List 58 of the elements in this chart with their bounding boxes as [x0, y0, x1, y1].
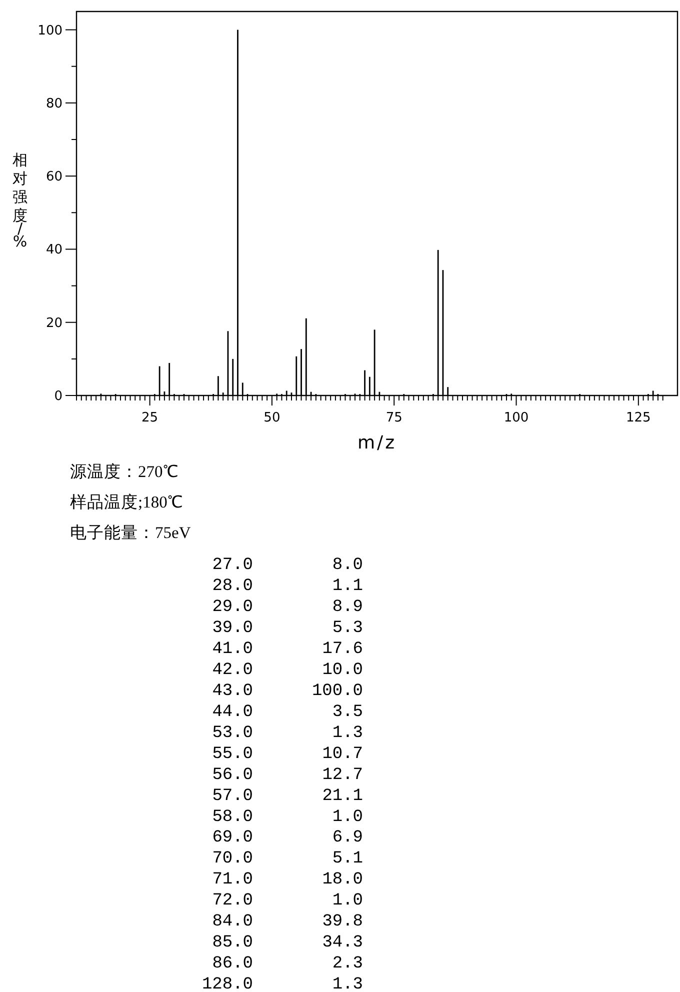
category-label: 128.0 — [202, 976, 253, 992]
y-tick-label: 100 — [38, 23, 62, 38]
x-axis-title: m/z — [357, 432, 397, 454]
category-label: 41.0 — [212, 640, 253, 659]
category-label: 55.0 — [212, 744, 253, 764]
text: 8.0 — [332, 556, 363, 575]
text: 5.1 — [332, 850, 363, 869]
category-label: 27.0 — [212, 556, 253, 575]
text: 电子能量：75eV — [70, 523, 191, 542]
text: 6.9 — [332, 828, 363, 848]
category-label: 72.0 — [212, 892, 253, 911]
x-tick-label: 25 — [142, 410, 158, 426]
category-label: 58.0 — [212, 808, 253, 827]
x-tick-label: 125 — [626, 410, 651, 426]
category-label: 42.0 — [212, 660, 253, 680]
category-label: 86.0 — [212, 954, 253, 974]
text: 21.1 — [322, 786, 363, 806]
text: 39.8 — [322, 912, 363, 932]
category-label: 69.0 — [212, 828, 253, 848]
text: 10.7 — [322, 744, 363, 764]
text: 100.0 — [312, 682, 363, 701]
x-tick-label: 50 — [264, 410, 280, 426]
x-tick-label: 100 — [504, 410, 529, 426]
category-label: 56.0 — [212, 766, 253, 785]
text: 5.3 — [332, 618, 363, 638]
text: 10.0 — [322, 660, 363, 680]
category-label: 85.0 — [212, 934, 253, 953]
category-label: 71.0 — [212, 870, 253, 890]
text: 源温度：270℃ — [70, 462, 179, 481]
category-label: 70.0 — [212, 850, 253, 869]
text: 34.3 — [322, 934, 363, 953]
text: 1.3 — [332, 724, 363, 743]
category-label: 84.0 — [212, 912, 253, 932]
y-tick-label: 60 — [46, 170, 62, 185]
y-tick-label: 80 — [46, 96, 62, 112]
text: 1.3 — [332, 976, 363, 992]
category-label: 44.0 — [212, 702, 253, 722]
text: 1.1 — [332, 576, 363, 596]
text: 2.3 — [332, 954, 363, 974]
category-label: 39.0 — [212, 618, 253, 638]
text: 样品温度;180℃ — [70, 492, 184, 512]
text: 1.0 — [332, 892, 363, 911]
category-label: 57.0 — [212, 786, 253, 806]
text: 12.7 — [322, 766, 363, 785]
category-label: 53.0 — [212, 724, 253, 743]
text: 8.9 — [332, 598, 363, 617]
y-tick-label: 0 — [54, 389, 62, 404]
text: 18.0 — [322, 870, 363, 890]
y-tick-label: 20 — [46, 316, 62, 331]
text: 3.5 — [332, 702, 363, 722]
category-label: 29.0 — [212, 598, 253, 617]
category-label: 43.0 — [212, 682, 253, 701]
text: 1.0 — [332, 808, 363, 827]
y-axis-title: 相对强度/% — [12, 150, 28, 250]
category-label: 28.0 — [212, 576, 253, 596]
text: 17.6 — [322, 640, 363, 659]
x-tick-label: 75 — [386, 410, 402, 426]
y-tick-label: 40 — [46, 242, 62, 258]
